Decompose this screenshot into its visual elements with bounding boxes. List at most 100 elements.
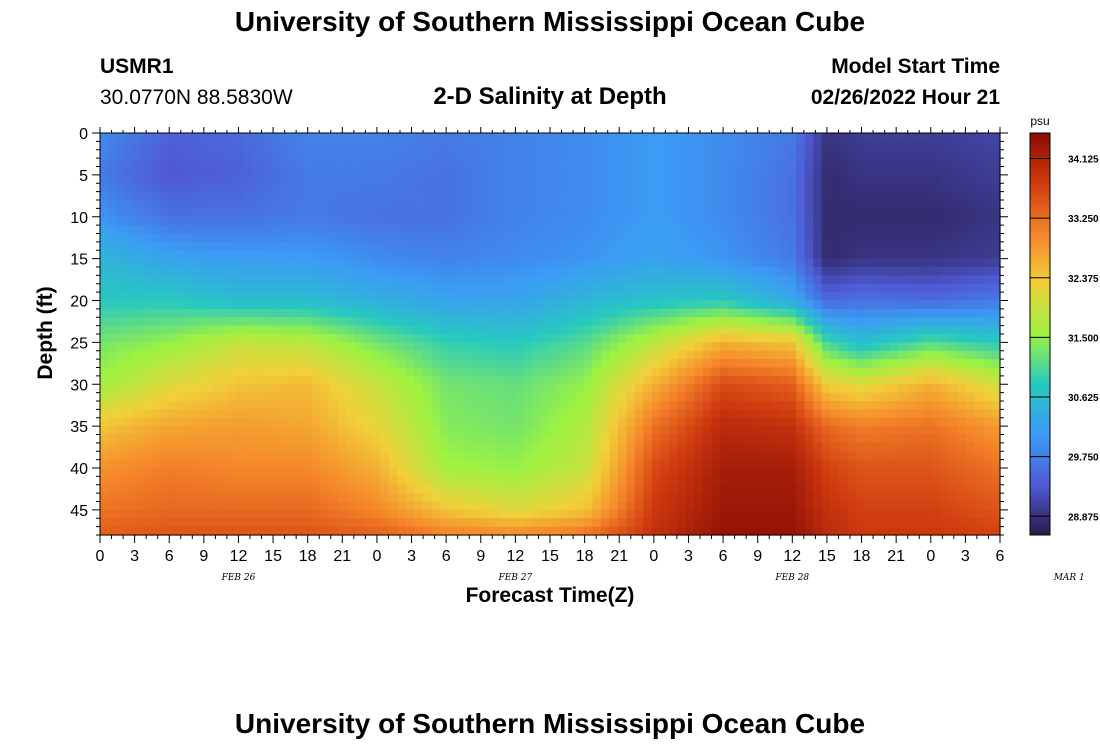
heatmap-cell — [278, 401, 288, 410]
heatmap-cell — [694, 401, 704, 410]
heatmap-cell — [575, 350, 585, 360]
heatmap-cell — [176, 283, 186, 293]
heatmap-cell — [516, 166, 526, 176]
heatmap-cell — [872, 292, 882, 302]
heatmap-cell — [286, 267, 296, 276]
heatmap-cell — [218, 359, 228, 369]
heatmap-cell — [269, 518, 279, 528]
heatmap-cell — [278, 283, 288, 293]
heatmap-cell — [796, 308, 806, 318]
heatmap-cell — [261, 476, 271, 486]
heatmap-cell — [414, 317, 424, 327]
heatmap-cell — [329, 283, 339, 293]
heatmap-cell — [482, 225, 492, 235]
heatmap-cell — [821, 401, 831, 410]
heatmap-cell — [533, 250, 543, 260]
heatmap-cell — [600, 275, 611, 285]
heatmap-cell — [269, 233, 279, 243]
heatmap-cell — [388, 233, 398, 243]
heatmap-cell — [643, 434, 653, 444]
heatmap-cell — [745, 409, 755, 419]
heatmap-cell — [329, 174, 339, 184]
heatmap-cell — [329, 375, 339, 385]
heatmap-cell — [813, 367, 823, 377]
heatmap-cell — [872, 359, 882, 369]
heatmap-cell — [702, 451, 712, 461]
heatmap-cell — [881, 317, 891, 327]
heatmap-cell — [855, 317, 865, 327]
heatmap-cell — [600, 233, 611, 243]
heatmap-cell — [753, 334, 763, 343]
heatmap-cell — [167, 468, 178, 477]
heatmap-cell — [193, 342, 203, 352]
heatmap-cell — [422, 501, 432, 511]
heatmap-cell — [100, 283, 110, 293]
heatmap-cell — [770, 317, 780, 327]
heatmap-cell — [864, 258, 874, 268]
heatmap-cell — [991, 451, 1001, 461]
heatmap-cell — [184, 325, 194, 335]
heatmap-cell — [898, 409, 908, 419]
heatmap-cell — [915, 233, 925, 243]
heatmap-cell — [592, 501, 602, 511]
heatmap-cell — [872, 149, 882, 159]
heatmap-cell — [915, 308, 925, 318]
heatmap-cell — [923, 359, 933, 369]
heatmap-cell — [269, 375, 279, 385]
heatmap-cell — [133, 300, 144, 310]
heatmap-cell — [736, 250, 746, 260]
heatmap-cell — [634, 459, 644, 469]
heatmap-cell — [235, 233, 245, 243]
heatmap-cell — [949, 174, 959, 184]
heatmap-cell — [575, 292, 585, 302]
heatmap-cell — [286, 149, 296, 159]
heatmap-cell — [388, 183, 398, 193]
heatmap-cell — [295, 451, 305, 461]
heatmap-cell — [804, 518, 814, 528]
heatmap-cell — [583, 409, 594, 419]
heatmap-cell — [804, 133, 814, 142]
heatmap-cell — [346, 225, 356, 235]
heatmap-cell — [600, 200, 611, 209]
heatmap-cell — [261, 417, 271, 427]
heatmap-cell — [465, 216, 475, 226]
heatmap-cell — [745, 300, 755, 310]
heatmap-cell — [516, 375, 526, 385]
heatmap-cell — [184, 241, 194, 251]
heatmap-cell — [397, 509, 407, 519]
heatmap-cell — [753, 233, 763, 243]
heatmap-cell — [940, 493, 950, 503]
heatmap-cell — [312, 375, 322, 385]
heatmap-cell — [915, 342, 925, 352]
heatmap-cell — [864, 283, 874, 293]
heatmap-cell — [405, 484, 415, 494]
heatmap-cell — [643, 300, 653, 310]
heatmap-cell — [957, 158, 967, 168]
heatmap-cell — [940, 300, 950, 310]
heatmap-cell — [813, 133, 823, 142]
heatmap-cell — [524, 308, 534, 318]
heatmap-cell — [388, 317, 398, 327]
heatmap-cell — [388, 493, 398, 503]
heatmap-cell — [108, 216, 118, 226]
heatmap-cell — [550, 250, 560, 260]
heatmap-cell — [346, 191, 356, 201]
heatmap-cell — [609, 426, 619, 436]
heatmap-cell — [252, 417, 262, 427]
heatmap-cell — [796, 334, 806, 343]
heatmap-cell — [626, 484, 636, 494]
heatmap-cell — [456, 501, 466, 511]
heatmap-cell — [617, 417, 628, 427]
heatmap-cell — [753, 208, 763, 218]
heatmap-cell — [397, 149, 407, 159]
heatmap-cell — [499, 183, 509, 193]
heatmap-cell — [269, 216, 279, 226]
heatmap-cell — [983, 384, 993, 394]
heatmap-cell — [227, 417, 237, 427]
heatmap-cell — [847, 392, 857, 402]
heatmap-cell — [405, 250, 415, 260]
heatmap-cell — [150, 392, 161, 402]
heatmap-cell — [787, 468, 797, 477]
heatmap-cell — [371, 325, 381, 335]
heatmap-cell — [150, 518, 161, 528]
